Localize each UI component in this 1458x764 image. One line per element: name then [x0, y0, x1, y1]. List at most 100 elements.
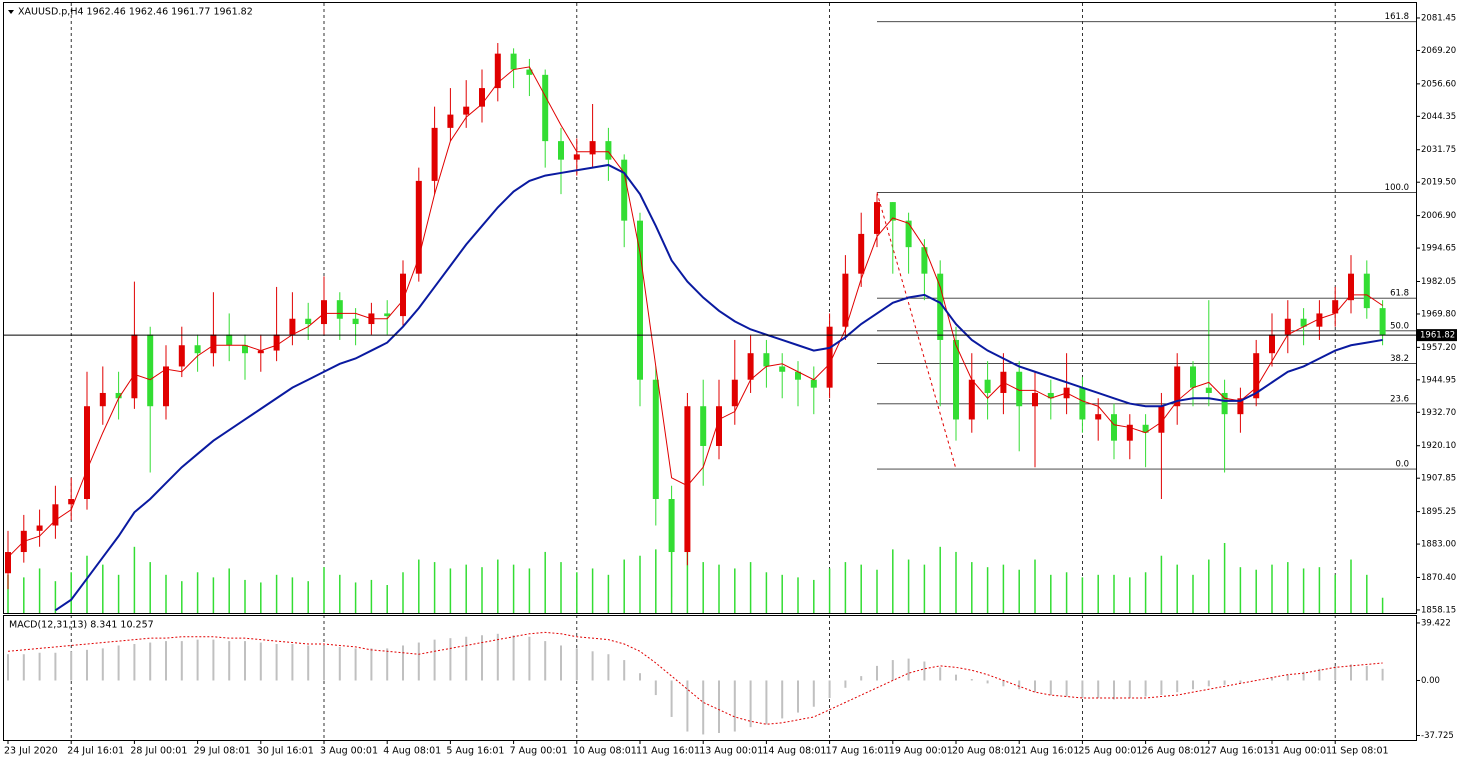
- y-tick-label: 1907.85: [1421, 474, 1456, 484]
- candle-body: [1079, 387, 1086, 420]
- candle-body: [889, 202, 896, 221]
- macd-panel: [3, 615, 1417, 741]
- candle-body: [1284, 318, 1291, 335]
- y-tick-label: 2006.90: [1421, 211, 1456, 221]
- candle-body: [558, 141, 564, 160]
- y-tick-label: 1982.05: [1421, 277, 1456, 287]
- x-tick-label: 28 Jul 00:01: [130, 746, 187, 757]
- y-tick-label: 1858.15: [1421, 605, 1456, 615]
- candle-body: [731, 379, 738, 407]
- x-tick-label: 10 Aug 08:01: [573, 746, 637, 757]
- candle-body: [178, 345, 185, 367]
- menu-arrow[interactable]: [8, 10, 14, 14]
- y-tick-label: 1994.65: [1421, 244, 1456, 254]
- candle-body: [336, 300, 343, 319]
- fib-label: 50.0: [1390, 321, 1409, 331]
- y-tick-label: 1957.20: [1421, 343, 1456, 353]
- candle-body: [921, 247, 928, 274]
- y-tick-label: 2056.60: [1421, 79, 1456, 89]
- x-tick-label: 1 Sep 08:01: [1331, 746, 1388, 757]
- candle-body: [479, 88, 485, 107]
- x-tick-label: 23 Jul 2020: [4, 746, 58, 757]
- x-tick-label: 27 Aug 16:01: [1205, 746, 1269, 757]
- candle-body: [305, 318, 312, 325]
- candle-body: [542, 74, 549, 142]
- candle-body: [968, 379, 975, 420]
- y-tick-label: 1920.10: [1421, 441, 1456, 451]
- y-tick-label: 2081.45: [1421, 13, 1456, 23]
- candle-body: [637, 220, 643, 380]
- fib-label: 23.6: [1390, 394, 1409, 404]
- candle-body: [1158, 406, 1165, 433]
- candle-body: [36, 525, 43, 531]
- x-tick-label: 25 Aug 00:01: [1078, 746, 1142, 757]
- chart-title: XAUUSD.p,H4 1962.46 1962.46 1961.77 1961…: [18, 7, 253, 18]
- candle-body: [716, 406, 722, 446]
- candle-body: [384, 313, 391, 317]
- candle-body: [415, 180, 422, 274]
- candle-body: [937, 273, 944, 340]
- fib-label: 0.0: [1395, 460, 1409, 470]
- x-tick-label: 3 Aug 00:01: [320, 746, 378, 757]
- macd-label: MACD(12,31,13) 8.341 10.257: [9, 620, 154, 631]
- y-tick-label: 1944.95: [1421, 375, 1456, 385]
- candle-body: [242, 345, 248, 354]
- candle-body: [99, 392, 106, 407]
- candle-body: [779, 366, 786, 372]
- candle-body: [1142, 424, 1149, 433]
- candle-body: [352, 318, 359, 325]
- macd-y-tick-label: 39.422: [1421, 618, 1451, 628]
- candle-body: [463, 106, 470, 115]
- moving-average: [7, 66, 1383, 558]
- x-tick-label: 24 Jul 16:01: [67, 746, 124, 757]
- candle-body: [1205, 387, 1212, 393]
- candle-body: [226, 334, 233, 346]
- candle-body: [1237, 398, 1244, 415]
- candle-body: [1316, 313, 1323, 327]
- candle-body: [289, 318, 296, 335]
- candle-body: [589, 141, 596, 155]
- candle-body: [163, 366, 169, 407]
- candle-body: [257, 350, 264, 354]
- candle-body: [874, 202, 880, 234]
- price-panel: [3, 2, 1417, 614]
- candle-body: [1095, 414, 1102, 420]
- macd-signal: [7, 631, 1383, 725]
- candle-body: [1032, 392, 1038, 407]
- y-tick-label: 2019.50: [1421, 178, 1456, 188]
- x-tick-label: 19 Aug 00:01: [889, 746, 953, 757]
- x-tick-label: 11 Aug 16:01: [636, 746, 700, 757]
- x-tick-label: 7 Aug 00:01: [510, 746, 568, 757]
- candle-body: [5, 552, 11, 574]
- y-tick-label: 1969.80: [1421, 309, 1456, 319]
- y-tick-label: 2069.20: [1421, 46, 1456, 56]
- last-price-label: 1961.82: [1420, 331, 1455, 341]
- candle-body: [1363, 273, 1370, 309]
- candle-body: [1126, 424, 1133, 441]
- candle-body: [795, 371, 801, 380]
- x-tick-label: 20 Aug 08:01: [952, 746, 1016, 757]
- y-tick-label: 1932.70: [1421, 408, 1456, 418]
- candle-body: [858, 233, 865, 274]
- candle-body: [1269, 334, 1275, 354]
- macd-y-tick-label: -37.725: [1421, 731, 1454, 741]
- candle-body: [684, 406, 691, 553]
- candle-body: [1221, 392, 1228, 415]
- candle-body: [810, 379, 817, 388]
- y-tick-label: 1883.00: [1421, 540, 1456, 550]
- fib-label: 161.8: [1385, 12, 1409, 22]
- candle-body: [1190, 366, 1196, 388]
- candle-body: [1379, 308, 1386, 336]
- candle-body: [115, 392, 122, 399]
- last-price-box: [1417, 329, 1457, 342]
- fib-label: 61.8: [1390, 289, 1409, 299]
- candle-body: [573, 154, 580, 160]
- y-tick-label: 2044.35: [1421, 112, 1456, 122]
- candle-body: [147, 334, 154, 407]
- candle-body: [131, 334, 138, 399]
- candle-body: [494, 53, 501, 89]
- candle-body: [194, 345, 201, 354]
- candle-body: [52, 504, 59, 526]
